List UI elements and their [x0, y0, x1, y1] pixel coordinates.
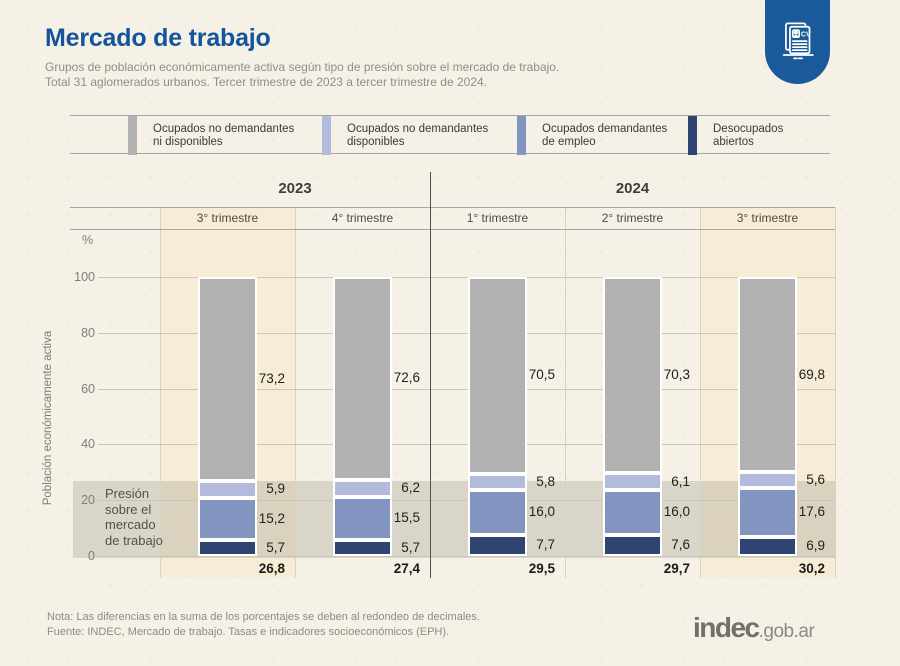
segment-value-label: 5,7	[266, 540, 285, 556]
y-axis-label: Población económicamente activa	[42, 330, 54, 506]
year-label: 2024	[615, 180, 650, 197]
pressure-total-label: 30,2	[798, 561, 825, 576]
y-tick-label: 80	[81, 325, 95, 340]
segment-value-label: 7,7	[536, 537, 555, 553]
gridline	[98, 556, 835, 557]
bar-segment	[468, 473, 527, 490]
segment-value-label: 73,2	[258, 371, 285, 387]
segment-value-label: 15,2	[258, 510, 285, 526]
quarter-header: 1° trimestre	[466, 211, 529, 225]
segment-value-label: 72,6	[393, 370, 420, 386]
legend-swatch-icon	[688, 116, 697, 155]
segment-value-label: 6,2	[401, 480, 420, 496]
pressure-band	[73, 481, 835, 558]
legend-item: Desocupados abiertos	[688, 116, 783, 155]
legend-item-label: Ocupados demandantes de empleo	[542, 122, 668, 148]
column-separator	[565, 207, 566, 578]
bar-segment	[603, 473, 662, 491]
legend-item: Ocupados no demandantes ni disponibles	[128, 116, 294, 155]
y-tick-label: 40	[81, 437, 95, 452]
bar-segment	[738, 536, 797, 556]
bar-segment	[198, 497, 257, 541]
segment-value-label: 5,9	[266, 481, 285, 497]
y-tick-label: 0	[88, 549, 95, 563]
segment-value-label: 17,6	[798, 504, 825, 520]
cv-document-icon: CV	[782, 22, 814, 60]
pressure-total-label: 27,4	[393, 561, 420, 576]
segment-value-label: 5,6	[806, 471, 825, 487]
segment-value-label: 15,5	[393, 510, 420, 526]
footer-note: Nota: Las diferencias en la suma de los …	[47, 611, 480, 638]
quarter-header: 2° trimestre	[601, 211, 664, 225]
year-divider	[430, 172, 431, 578]
indec-logo: indec .gob.ar	[693, 612, 815, 644]
segment-value-label: 16,0	[528, 504, 555, 520]
legend-item: Ocupados no demandantes disponibles	[322, 116, 488, 155]
legend-item-label: Desocupados abiertos	[713, 122, 784, 148]
bar-segment	[333, 496, 392, 541]
bar-segment	[603, 490, 662, 535]
quarter-header: 3° trimestre	[736, 211, 799, 225]
pressure-band-label: Presión sobre el mercado de trabajo	[105, 486, 163, 548]
y-tick-label: 100	[74, 270, 95, 284]
legend-item: Ocupados demandantes de empleo	[517, 116, 667, 155]
logo-text: indec	[693, 612, 760, 643]
header-bottom-rule	[70, 229, 835, 230]
legend-swatch-icon	[322, 116, 331, 155]
gridline	[98, 388, 835, 390]
gridline	[98, 500, 835, 502]
column-separator	[295, 207, 296, 578]
pressure-total-label: 29,7	[663, 561, 690, 576]
legend-swatch-icon	[128, 116, 137, 155]
page-title: Mercado de trabajo	[45, 24, 271, 52]
bar-segment	[333, 540, 392, 556]
logo-domain: .gob.ar	[758, 621, 815, 642]
bar-segment	[738, 277, 797, 472]
segment-value-label: 70,5	[528, 367, 555, 383]
gridline	[98, 444, 835, 446]
bar-segment	[603, 277, 662, 474]
y-tick-label: 20	[81, 493, 95, 508]
segment-value-label: 70,3	[663, 367, 690, 383]
bar-segment	[468, 489, 527, 535]
segment-value-label: 69,8	[798, 366, 825, 382]
page-subtitle: Grupos de población económicamente activ…	[45, 60, 560, 89]
segment-value-label: 6,1	[671, 473, 690, 489]
gridline	[98, 277, 835, 278]
segment-value-label: 16,0	[663, 504, 690, 520]
axis-unit-label: %	[82, 233, 94, 247]
bar-segment	[198, 540, 257, 556]
legend-item-label: Ocupados no demandantes disponibles	[347, 122, 489, 148]
legend-swatch-icon	[517, 116, 526, 155]
column-separator	[160, 207, 161, 578]
bar-segment	[738, 472, 797, 488]
bar-segment	[198, 481, 257, 498]
gridline	[98, 332, 835, 334]
segment-value-label: 7,6	[671, 537, 690, 553]
segment-value-label: 6,9	[806, 538, 825, 554]
header-top-rule	[70, 207, 835, 208]
bar-segment	[198, 277, 257, 482]
year-label: 2023	[278, 180, 312, 197]
y-tick-label: 60	[81, 381, 95, 396]
quarter-header: 3° trimestre	[196, 211, 259, 225]
pressure-total-label: 29,5	[528, 561, 555, 576]
bar-segment	[468, 534, 527, 556]
column-separator	[700, 207, 701, 578]
bar-segment	[738, 487, 797, 537]
column-separator	[835, 207, 836, 578]
bar-segment	[333, 479, 392, 497]
svg-text:CV: CV	[800, 31, 810, 39]
segment-value-label: 5,7	[401, 540, 420, 556]
cv-badge: CV	[765, 0, 830, 84]
segment-value-label: 5,8	[536, 473, 555, 489]
bar-segment	[333, 277, 392, 480]
bar-segment	[468, 277, 527, 474]
pressure-total-label: 26,8	[258, 561, 285, 576]
quarter-header: 4° trimestre	[331, 211, 394, 225]
bar-segment	[603, 534, 662, 556]
legend-item-label: Ocupados no demandantes ni disponibles	[153, 122, 295, 148]
legend: Ocupados no demandantes ni disponibles Oc…	[70, 115, 830, 155]
